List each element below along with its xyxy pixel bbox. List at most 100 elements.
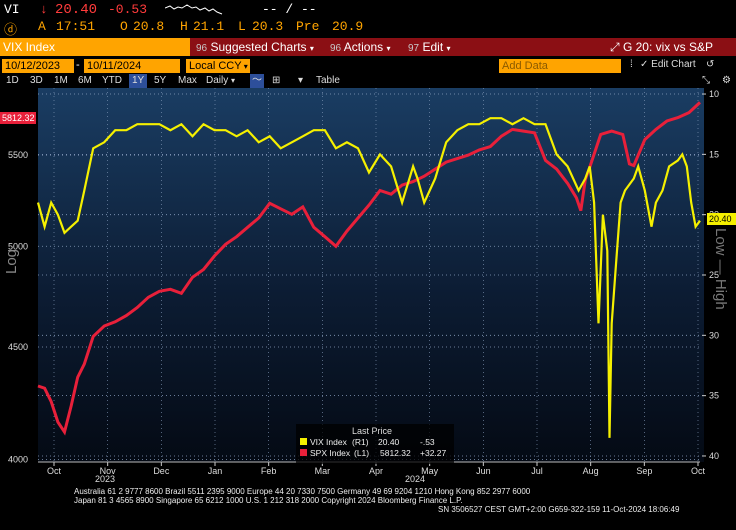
tab-max[interactable]: Max xyxy=(178,75,197,86)
line-chart-icon[interactable]: 〜 xyxy=(250,74,264,88)
open-value: 20.8 xyxy=(133,19,165,34)
undo-icon[interactable]: ↺ xyxy=(706,59,715,70)
right-tick-label: 15 xyxy=(709,149,719,159)
legend-vix-axis: (R1) xyxy=(352,437,369,447)
tab-1m[interactable]: 1M xyxy=(54,75,68,86)
legend-spx-value: 5812.32 xyxy=(380,448,411,458)
chevron-down-icon: ▾ xyxy=(231,76,236,85)
x-tick-label: Jun xyxy=(476,466,491,476)
end-date-field[interactable]: 10/11/2024 xyxy=(84,59,180,73)
settings-icon[interactable]: ⚙ xyxy=(722,75,731,86)
tab-5y[interactable]: 5Y xyxy=(154,75,167,86)
legend-swatch-spx xyxy=(300,449,307,456)
left-axis-label: Log xyxy=(3,249,20,274)
x-tick-label: Oct xyxy=(47,466,62,476)
pre-value: 20.9 xyxy=(332,19,364,34)
low-value: 20.3 xyxy=(252,19,284,34)
legend-vix-name: VIX Index xyxy=(310,437,348,447)
x-axis: Oct Nov Dec Jan Feb Mar Apr May Jun Jul Aug Sep Oct xyxy=(38,461,705,476)
time: 17:51 xyxy=(56,19,96,34)
currency-select[interactable]: Local CCY ▾ xyxy=(186,59,250,73)
add-data-input[interactable]: Add Data xyxy=(499,59,621,73)
menu-number: 97 xyxy=(408,43,420,54)
chart-style-icon[interactable]: ⊞ xyxy=(272,75,281,86)
legend-vix-value: 20.40 xyxy=(378,437,400,447)
suggested-charts-menu[interactable]: 96 Suggested Charts ▾ xyxy=(196,38,314,56)
ticker-symbol[interactable]: VI xyxy=(4,2,20,17)
tab-6m[interactable]: 6M xyxy=(78,75,92,86)
left-last-label: 5812.32 xyxy=(2,113,35,123)
left-tick-label: 5500 xyxy=(8,150,28,160)
menu-number: 96 xyxy=(196,43,208,54)
edit-menu[interactable]: 97 Edit ▾ xyxy=(408,38,451,56)
currency-label: Local CCY xyxy=(189,60,242,72)
expand-icon: ⤢ xyxy=(610,40,620,54)
footer-line-2: Japan 81 3 4565 8900 Singapore 65 6212 1… xyxy=(74,496,463,505)
tab-1d[interactable]: 1D xyxy=(6,75,19,86)
tab-3d[interactable]: 3D xyxy=(30,75,43,86)
menu-label: Edit xyxy=(422,40,444,54)
sparkline-icon xyxy=(165,4,223,15)
x-tick-label: Mar xyxy=(315,466,331,476)
tab-ytd[interactable]: YTD xyxy=(102,75,122,86)
date-separator: - xyxy=(76,59,80,71)
right-tick-label: 10 xyxy=(709,89,719,99)
chevron-down-icon[interactable]: ▾ xyxy=(298,75,304,86)
edit-chart-button[interactable]: ✓ Edit Chart xyxy=(640,59,696,70)
left-tick-label: 4500 xyxy=(8,342,28,352)
date-bar: 10/12/2023 - 10/11/2024 Local CCY ▾ Add … xyxy=(0,59,736,74)
high-value: 21.1 xyxy=(193,19,225,34)
start-date-field[interactable]: 10/12/2023 xyxy=(2,59,74,73)
right-last-price-tag: 20.40 xyxy=(707,213,736,225)
range-tabs: 1D 3D 1M 6M YTD 1Y 5Y Max Daily ▾ 〜 ⊞ ▾ … xyxy=(0,74,736,88)
right-last-label: 20.40 xyxy=(709,214,732,224)
right-tick-label: 35 xyxy=(709,391,719,401)
tab-table[interactable]: Table xyxy=(316,75,340,86)
chevron-down-icon: ▾ xyxy=(241,62,248,71)
bid-ask: -- / -- xyxy=(262,2,317,17)
legend-vix-change: -.53 xyxy=(420,437,435,447)
legend-title: Last Price xyxy=(352,426,392,436)
footer-line-1: Australia 61 2 9777 8600 Brazil 5511 239… xyxy=(74,487,531,496)
menu-label: Actions xyxy=(343,40,384,54)
actions-menu[interactable]: 96 Actions ▾ xyxy=(330,38,391,56)
delayed-icon: ⓓ xyxy=(4,23,18,38)
x-tick-label: Sep xyxy=(636,466,652,476)
right-tick-label: 40 xyxy=(709,451,719,461)
chart-name[interactable]: ⤢ G 20: vix vs S&P xyxy=(610,38,713,56)
right-tick-label: 30 xyxy=(709,330,719,340)
zoom-out-icon[interactable]: ⤡ xyxy=(702,75,710,86)
legend: Last Price VIX Index (R1) 20.40 -.53 SPX… xyxy=(296,424,454,464)
menu-number: 96 xyxy=(330,43,342,54)
x-tick-label: Jul xyxy=(531,466,543,476)
pre-label: Pre xyxy=(296,19,320,34)
low-label: L xyxy=(238,19,246,34)
legend-spx-name: SPX Index xyxy=(310,448,351,458)
dotted-icon: ⁞ xyxy=(630,59,633,70)
footer-line-3: SN 3506527 CEST GMT+2:00 G659-322-159 11… xyxy=(438,505,680,514)
title-bar: VIX Index 96 Suggested Charts ▾ 96 Actio… xyxy=(0,38,736,56)
tab-1y[interactable]: 1Y xyxy=(129,74,148,88)
security-field[interactable]: VIX Index xyxy=(0,38,190,56)
price-change: -0.53 xyxy=(108,2,148,17)
year-label-2024: 2024 xyxy=(405,474,425,484)
a-label: A xyxy=(38,19,46,34)
x-tick-label: Dec xyxy=(153,466,170,476)
last-price: 20.40 xyxy=(55,2,98,18)
legend-spx-change: +32.27 xyxy=(420,448,447,458)
ticker-bar: VI ↓ 20.40 -0.53 -- / -- ⓓ A 17:51 O 20.… xyxy=(0,0,736,38)
open-label: O xyxy=(120,19,128,34)
x-tick-label: Nov xyxy=(100,466,117,476)
left-tick-label: 5000 xyxy=(8,241,28,251)
x-tick-label: Aug xyxy=(583,466,599,476)
vix-series-line xyxy=(36,116,701,438)
x-tick-label: Apr xyxy=(369,466,383,476)
chart-area[interactable]: Oct Nov Dec Jan Feb Mar Apr May Jun Jul Aug Sep Oct … xyxy=(0,88,736,487)
edit-chart-label: Edit Chart xyxy=(651,59,696,70)
left-last-price-tag: 5812.32 xyxy=(0,112,36,124)
right-axis-label: Low — High xyxy=(712,228,729,310)
x-tick-label: May xyxy=(421,466,439,476)
frequency-select[interactable]: Daily ▾ xyxy=(206,74,235,88)
year-label-2023: 2023 xyxy=(95,474,115,484)
x-tick-label: Jan xyxy=(208,466,223,476)
